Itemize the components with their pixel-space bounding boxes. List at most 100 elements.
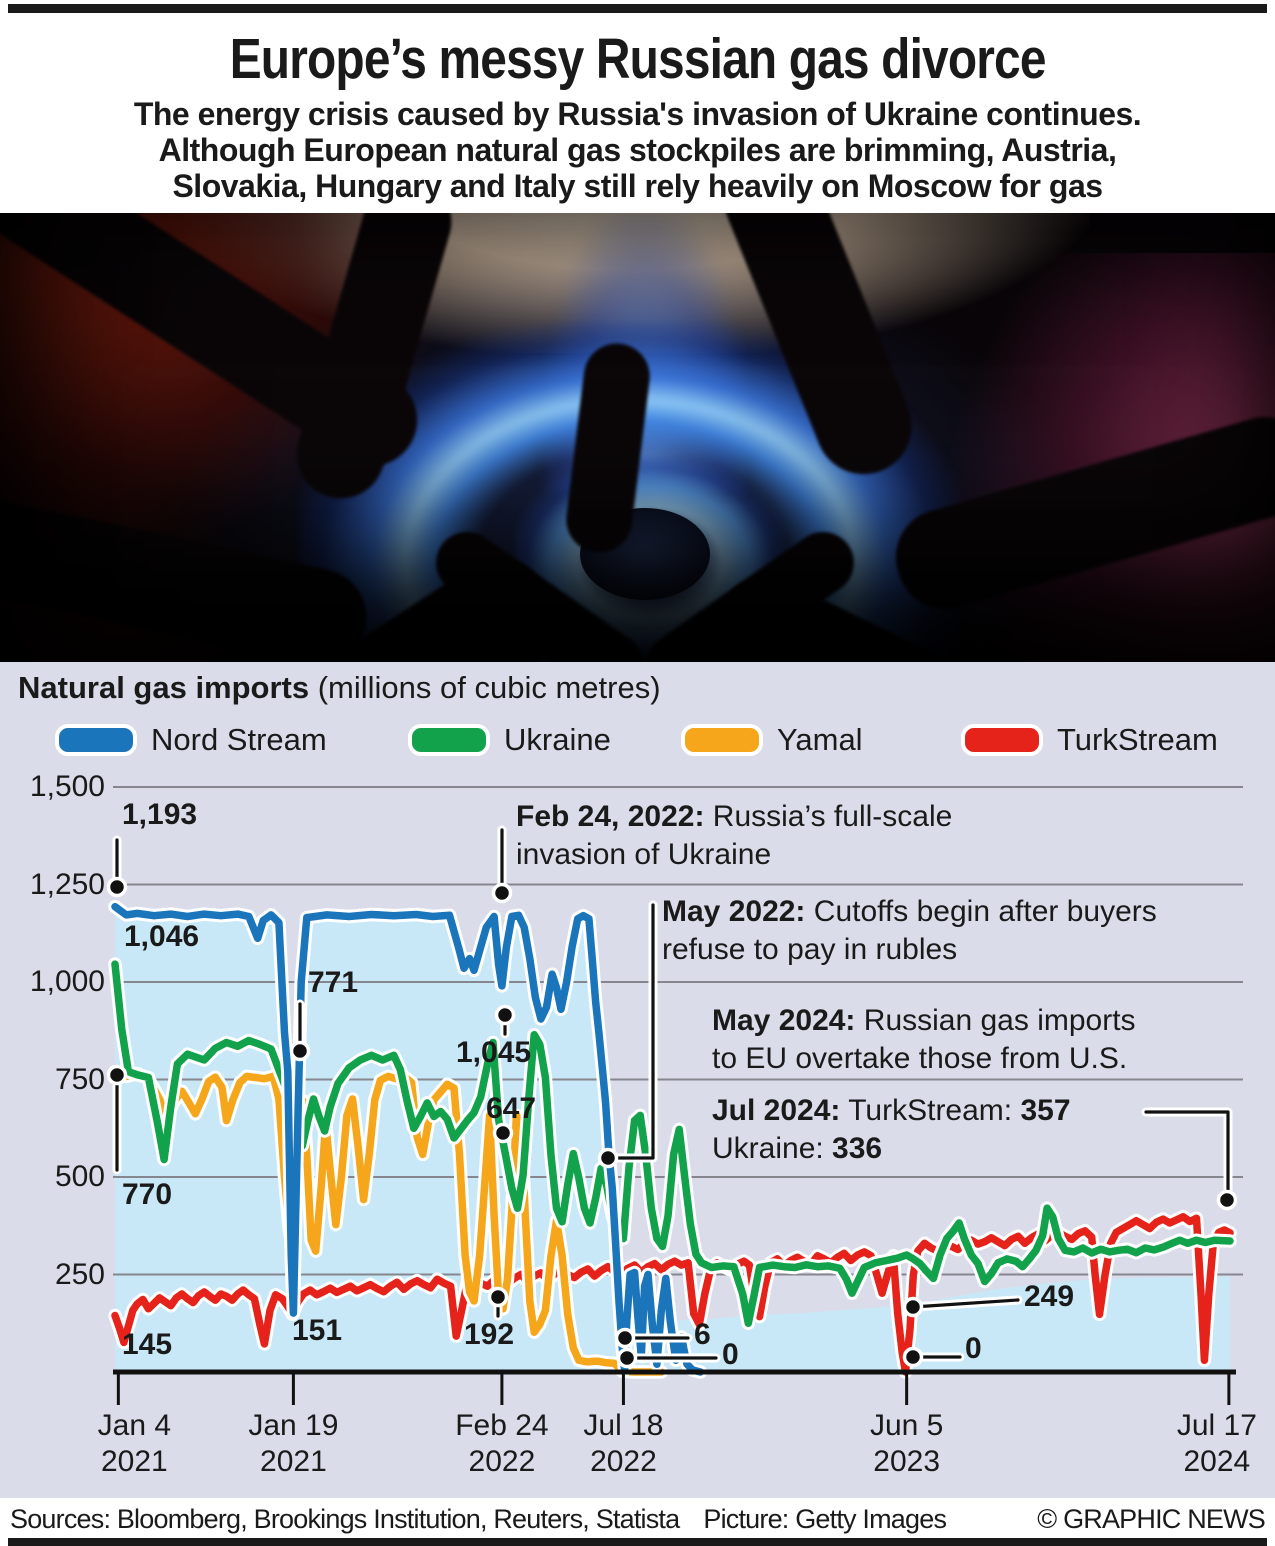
- leader-casing: [1141, 1107, 1233, 1205]
- annotation-text: Russia’s full-scale: [704, 800, 953, 833]
- value-callout: 1,193: [122, 798, 198, 831]
- annotation-text: TurkStream:: [840, 1094, 1021, 1127]
- annotation-text: Jul 2024:: [712, 1094, 841, 1127]
- annotation-line: May 2022: Cutoffs begin after buyers: [662, 893, 1256, 931]
- line-TurkStream: [111, 1213, 1234, 1376]
- annotation-text: Feb 24, 2022:: [516, 800, 705, 833]
- data-point-dot: [902, 1346, 924, 1368]
- value-callout: 771: [308, 966, 359, 999]
- chart-section-title-rest: (millions of cubic metres): [309, 670, 661, 705]
- value-callout: 0: [722, 1338, 739, 1371]
- annotation-line: invasion of Ukraine: [516, 836, 1056, 874]
- annotation-line: Jul 2024: TurkStream: 357: [712, 1092, 1148, 1130]
- data-point-dot: [492, 1122, 514, 1144]
- event-annotation: Feb 24, 2022: Russia’s full-scale invasio…: [516, 798, 1056, 874]
- y-axis-label: 1,250: [29, 867, 105, 901]
- value-callout: 647: [486, 1092, 537, 1125]
- legend-swatch-icon: [961, 724, 1043, 756]
- event-annotation: Jul 2024: TurkStream: 357 Ukraine: 336: [712, 1092, 1148, 1168]
- data-point-dot: [902, 1296, 924, 1318]
- x-axis-label: Jun 5 2023: [869, 1409, 944, 1478]
- legend-swatch-icon: [55, 724, 137, 756]
- x-axis-label: Jul 17 2024: [1176, 1409, 1257, 1478]
- y-axis-label: 250: [54, 1257, 105, 1291]
- legend-swatch-icon: [408, 724, 490, 756]
- line-casing-Nord Stream: [108, 899, 708, 1379]
- y-axis-label: 750: [54, 1062, 105, 1096]
- data-point-dot: [106, 876, 128, 898]
- x-axis-label: Jan 4 2021: [97, 1409, 172, 1478]
- value-callout: 1,045: [456, 1036, 532, 1069]
- y-axis-label: 1,500: [29, 770, 105, 803]
- annotation-text: May 2022:: [662, 895, 806, 928]
- data-point-dot: [487, 1286, 509, 1308]
- value-callout: 249: [1024, 1280, 1075, 1313]
- annotation-text: Cutoffs begin after buyers: [805, 895, 1157, 928]
- event-annotation: May 2022: Cutoffs begin after buyers refu…: [662, 893, 1256, 969]
- value-callout: 145: [122, 1328, 173, 1361]
- x-axis-label: Jan 19 2021: [248, 1409, 339, 1478]
- data-point-dot: [614, 1327, 636, 1349]
- y-axis-label: 500: [54, 1160, 105, 1193]
- data-point-dot: [289, 1040, 311, 1062]
- leader-line: [606, 903, 655, 1160]
- annotation-text: refuse to pay in rubles: [662, 933, 958, 966]
- legend-swatch-icon: [681, 724, 763, 756]
- x-axis-label: Feb 24 2022: [455, 1409, 549, 1478]
- data-point-dot: [616, 1347, 638, 1369]
- footer: Sources: Bloomberg, Brookings Institutio…: [10, 1504, 1266, 1535]
- area-fill: [115, 906, 1230, 1372]
- annotation-text: Russian gas imports: [855, 1004, 1136, 1037]
- data-point-dot: [597, 1147, 619, 1169]
- leader-line: [1144, 1110, 1230, 1202]
- value-callout: 151: [292, 1314, 343, 1347]
- data-point-dot: [106, 1064, 128, 1086]
- annotation-text: May 2024:: [712, 1004, 856, 1037]
- annotation-text: invasion of Ukraine: [516, 838, 772, 871]
- annotation-text: to EU overtake those from U.S.: [712, 1042, 1128, 1075]
- value-callout: 770: [122, 1178, 173, 1211]
- annotation-text: Ukraine:: [712, 1132, 833, 1165]
- event-annotation: May 2024: Russian gas imports to EU overt…: [712, 1002, 1232, 1078]
- annotation-line: Feb 24, 2022: Russia’s full-scale: [516, 798, 1056, 836]
- line-Yamal: [111, 1067, 666, 1376]
- legend-item-turkstream: TurkStream: [961, 722, 1218, 758]
- picture-credit: Picture: Getty Images: [703, 1504, 947, 1534]
- annotation-line: May 2024: Russian gas imports: [712, 1002, 1232, 1040]
- value-callout: 0: [965, 1332, 982, 1365]
- legend-label: Yamal: [777, 722, 863, 757]
- page-title-text: Europe’s messy Russian gas divorce: [229, 27, 1047, 91]
- sources-text: Sources: Bloomberg, Brookings Institutio…: [10, 1504, 680, 1534]
- value-callout: 1,046: [124, 920, 200, 953]
- annotation-text: 357: [1020, 1094, 1071, 1127]
- chart-section-title: Natural gas imports (millions of cubic m…: [18, 670, 661, 706]
- legend-label: TurkStream: [1057, 722, 1218, 757]
- chart-legend: Nord Stream Ukraine Yamal TurkStream: [0, 722, 1275, 762]
- annotation-line: to EU overtake those from U.S.: [712, 1040, 1232, 1078]
- copyright: © GRAPHIC NEWS: [1037, 1504, 1266, 1534]
- annotation-line: Ukraine: 336: [712, 1130, 1148, 1168]
- legend-item-ukraine: Ukraine: [408, 722, 611, 758]
- leader-line: [911, 1298, 1020, 1309]
- legend-label: Nord Stream: [151, 722, 327, 757]
- value-callout: 192: [464, 1318, 515, 1351]
- page-title: Europe’s messy Russian gas divorce: [0, 26, 1275, 92]
- line-Nord Stream: [111, 902, 705, 1376]
- x-axis-label: Jul 18 2022: [583, 1409, 664, 1478]
- chart-section-title-bold: Natural gas imports: [18, 670, 310, 705]
- annotation-text: 336: [832, 1132, 883, 1165]
- bottom-rule: [8, 1538, 1267, 1546]
- data-point-dot: [491, 882, 513, 904]
- data-point-dot: [494, 1004, 516, 1026]
- legend-label: Ukraine: [504, 722, 611, 757]
- legend-item-nord-stream: Nord Stream: [55, 722, 327, 758]
- top-rule: [8, 4, 1267, 13]
- gas-burner-photo: [0, 213, 1275, 662]
- annotation-line: refuse to pay in rubles: [662, 931, 1256, 969]
- legend-item-yamal: Yamal: [681, 722, 863, 758]
- y-axis-label: 1,000: [29, 965, 105, 998]
- data-point-dot: [1216, 1189, 1238, 1211]
- page-subtitle: The energy crisis caused by Russia's inv…: [133, 96, 1142, 204]
- value-callout: 6: [694, 1318, 711, 1351]
